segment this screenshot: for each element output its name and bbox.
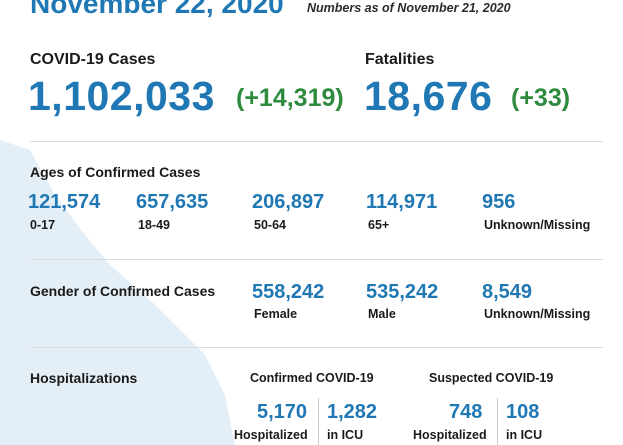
age-label-0-17: 0-17: [30, 218, 56, 232]
numbers-as-of-note: Numbers as of November 21, 2020: [307, 1, 511, 15]
suspected-hospitalized-value: 748: [449, 401, 483, 423]
fatalities-total: 18,676: [364, 73, 493, 119]
cases-label: COVID-19 Cases: [30, 51, 156, 68]
suspected-icu-value: 108: [506, 401, 540, 423]
gender-label-female: Female: [254, 307, 298, 321]
column-divider: [497, 398, 498, 445]
column-divider: [318, 398, 319, 445]
divider: [30, 259, 603, 260]
gender-label-male: Male: [368, 307, 396, 321]
fatalities-label: Fatalities: [365, 51, 435, 68]
age-value-0-17: 121,574: [28, 191, 101, 213]
date-title: November 22, 2020: [30, 0, 284, 19]
age-value-50-64: 206,897: [252, 191, 325, 213]
cases-total: 1,102,033: [28, 73, 215, 119]
age-value-65-plus: 114,971: [366, 191, 438, 213]
suspected-icu-label: in ICU: [506, 428, 543, 442]
divider: [30, 141, 603, 142]
age-label-65-plus: 65+: [368, 218, 390, 232]
cases-change: (+14,319): [236, 84, 344, 112]
confirmed-icu-label: in ICU: [327, 428, 364, 442]
confirmed-covid-label: Confirmed COVID-19: [250, 371, 374, 385]
age-label-unknown: Unknown/Missing: [484, 218, 591, 232]
age-value-18-49: 657,635: [136, 191, 209, 213]
suspected-hospitalized-label: Hospitalized: [413, 428, 487, 442]
gender-value-female: 558,242: [252, 281, 325, 303]
age-value-unknown: 956: [482, 191, 516, 213]
gender-label-unknown: Unknown/Missing: [484, 307, 591, 321]
gender-value-unknown: 8,549: [482, 281, 533, 303]
confirmed-icu-value: 1,282: [327, 401, 378, 423]
suspected-covid-label: Suspected COVID-19: [429, 371, 554, 385]
fatalities-change: (+33): [511, 84, 571, 112]
confirmed-hospitalized-value: 5,170: [257, 401, 308, 423]
age-label-50-64: 50-64: [254, 218, 286, 232]
age-label-18-49: 18-49: [138, 218, 170, 232]
gender-label: Gender of Confirmed Cases: [30, 283, 216, 299]
gender-value-male: 535,242: [366, 281, 439, 303]
hospitalizations-label: Hospitalizations: [30, 370, 138, 386]
ages-label: Ages of Confirmed Cases: [30, 164, 201, 180]
confirmed-hospitalized-label: Hospitalized: [234, 428, 308, 442]
divider: [30, 347, 603, 348]
